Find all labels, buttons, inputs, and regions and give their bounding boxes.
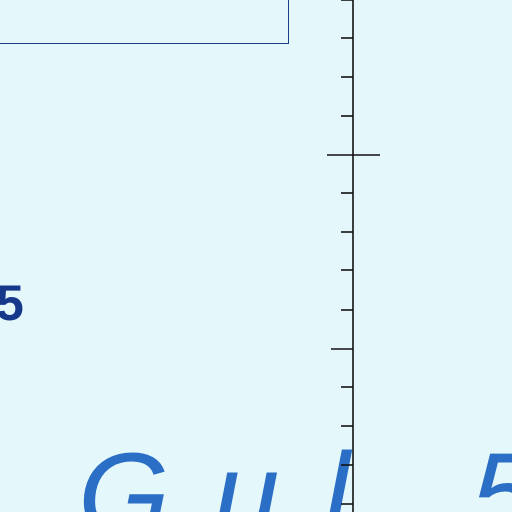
scale-ticks [327, 0, 380, 505]
note-text: ICAO standards and [1, 0, 168, 3]
marker-label: 5 [0, 275, 24, 331]
large-map-label: Gul 5 [78, 429, 512, 512]
note-box: ICAO standards and [0, 0, 289, 44]
